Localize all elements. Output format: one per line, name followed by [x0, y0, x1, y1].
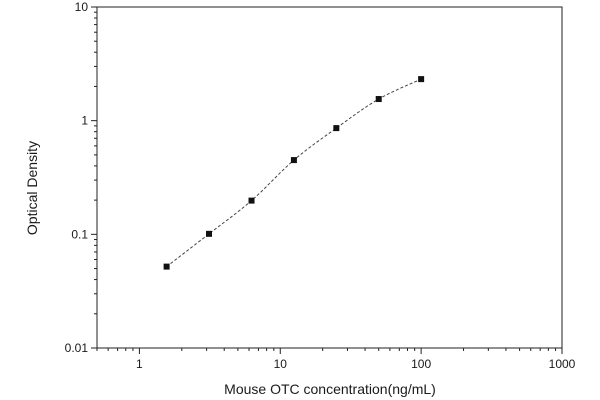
data-point	[290, 157, 297, 164]
x-axis-label: Mouse OTC concentration(ng/mL)	[224, 381, 436, 397]
y-tick-label: 10	[75, 0, 89, 14]
axis-tick-labels: 1 10 100 1000 0.01 0.1 1 10	[65, 0, 576, 371]
data-point	[375, 96, 382, 103]
y-tick-label: 0.01	[65, 341, 89, 355]
y-tick-label: 1	[81, 114, 88, 128]
x-tick-label: 100	[411, 357, 431, 371]
x-tick-label: 1000	[549, 357, 576, 371]
fit-curve	[166, 78, 422, 268]
data-point	[248, 197, 255, 204]
y-axis-label: Optical Density	[24, 141, 40, 235]
fit-curve-group	[166, 78, 422, 268]
axes	[96, 6, 563, 349]
data-point	[418, 76, 425, 83]
x-tick-label: 1	[136, 357, 143, 371]
axis-ticks	[91, 6, 563, 354]
data-point	[163, 263, 170, 270]
y-tick-label: 0.1	[71, 227, 88, 241]
x-tick-label: 10	[274, 357, 288, 371]
data-point	[206, 230, 213, 237]
plot-frame	[96, 6, 563, 349]
data-point	[333, 125, 340, 132]
data-points	[163, 76, 425, 270]
